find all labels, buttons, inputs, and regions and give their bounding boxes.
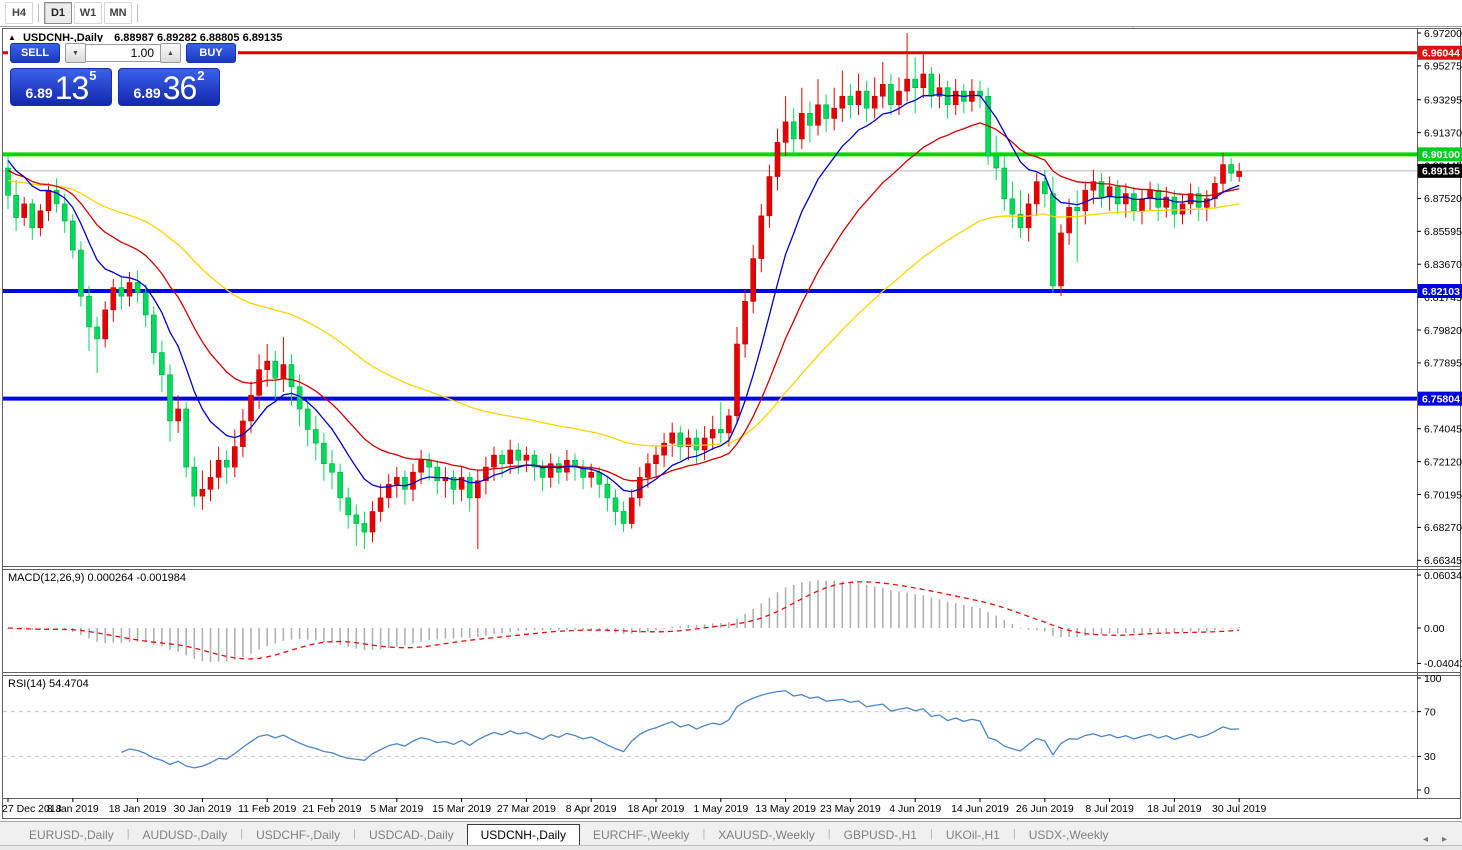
sell-button[interactable]: SELL <box>10 43 60 63</box>
svg-text:18 Apr 2019: 18 Apr 2019 <box>628 803 685 815</box>
sell-price-pip: 5 <box>89 68 97 83</box>
svg-text:6.70195: 6.70195 <box>1424 489 1462 501</box>
tab-separator: | <box>353 827 356 840</box>
svg-text:-0.040415: -0.040415 <box>1424 658 1462 670</box>
volume-input[interactable]: 1.00 <box>86 44 160 62</box>
chart-tab-usdcad-daily[interactable]: USDCAD-,Daily <box>368 828 454 842</box>
tab-scroll-left-icon[interactable]: ◂ <box>1422 834 1428 845</box>
symbol-period-label: USDCNH-,Daily <box>22 32 104 44</box>
svg-text:13 May 2019: 13 May 2019 <box>755 803 816 815</box>
buy-price-big: 36 <box>162 70 198 106</box>
sell-price-prefix: 6.89 <box>25 85 53 101</box>
svg-text:6.72120: 6.72120 <box>1424 456 1462 468</box>
svg-text:6.95275: 6.95275 <box>1424 61 1462 73</box>
svg-text:0.00: 0.00 <box>1424 623 1445 635</box>
buy-price-pip: 2 <box>197 68 205 83</box>
timeframe-button-d1[interactable]: D1 <box>44 2 72 24</box>
chart-tab-audusd-daily[interactable]: AUDUSD-,Daily <box>142 828 228 842</box>
svg-text:14 Jun 2019: 14 Jun 2019 <box>951 803 1009 815</box>
tab-separator: | <box>702 827 706 840</box>
svg-text:8 Jan 2019: 8 Jan 2019 <box>47 803 99 815</box>
svg-text:6.96044: 6.96044 <box>1422 48 1460 60</box>
collapse-arrow-icon[interactable]: ▲ <box>8 33 16 42</box>
chart-tab-eurchf-weekly[interactable]: EURCHF-,Weekly <box>592 828 690 842</box>
macd-label: MACD(12,26,9) 0.000264 -0.001984 <box>8 572 186 584</box>
tab-separator: | <box>240 827 244 840</box>
svg-text:6.68270: 6.68270 <box>1424 522 1462 534</box>
svg-text:26 Jun 2019: 26 Jun 2019 <box>1016 803 1074 815</box>
svg-text:6.89135: 6.89135 <box>1422 166 1460 178</box>
svg-text:6.82103: 6.82103 <box>1422 286 1460 298</box>
chart-tab-usdchf-daily[interactable]: USDCHF-,Daily <box>256 828 341 842</box>
svg-text:6.91370: 6.91370 <box>1424 127 1462 139</box>
chart-tab-ukoil-h1[interactable]: UKOil-,H1 <box>945 828 1000 842</box>
svg-text:6.97200: 6.97200 <box>1424 28 1462 40</box>
svg-text:6.66345: 6.66345 <box>1424 555 1462 567</box>
svg-text:27 Mar 2019: 27 Mar 2019 <box>497 803 556 815</box>
svg-text:30 Jul 2019: 30 Jul 2019 <box>1212 803 1266 815</box>
svg-text:1 May 2019: 1 May 2019 <box>693 803 748 815</box>
tab-separator: | <box>827 827 831 840</box>
chart-tab-usdx-weekly[interactable]: USDX-,Weekly <box>1028 828 1109 842</box>
svg-text:4 Jun 2019: 4 Jun 2019 <box>889 803 941 815</box>
svg-text:6.83670: 6.83670 <box>1424 259 1462 271</box>
svg-text:18 Jan 2019: 18 Jan 2019 <box>109 803 167 815</box>
svg-text:100: 100 <box>1424 673 1442 685</box>
chart-tab-eurusd-daily[interactable]: EURUSD-,Daily <box>29 828 114 842</box>
sell-price-button[interactable]: 6.89 13 5 <box>10 68 112 106</box>
svg-text:6.87520: 6.87520 <box>1424 193 1462 205</box>
chart-tab-usdcnh-daily[interactable]: USDCNH-,Daily <box>466 824 580 846</box>
rsi-label: RSI(14) 54.4704 <box>8 678 89 690</box>
volume-increase-button[interactable]: ▲ <box>160 43 181 63</box>
buy-price-prefix: 6.89 <box>133 85 161 101</box>
svg-text:0.060342: 0.060342 <box>1424 570 1462 582</box>
svg-text:70: 70 <box>1424 706 1436 718</box>
svg-text:6.77895: 6.77895 <box>1424 358 1462 370</box>
svg-text:6.79820: 6.79820 <box>1424 325 1462 337</box>
chart-title: ▲ USDCNH-,Daily 6.88987 6.89282 6.88805 … <box>8 32 282 44</box>
svg-text:8 Jul 2019: 8 Jul 2019 <box>1085 803 1134 815</box>
svg-text:27 Dec 2018: 27 Dec 2018 <box>2 803 62 815</box>
tab-separator: | <box>929 827 933 840</box>
svg-text:8 Apr 2019: 8 Apr 2019 <box>566 803 617 815</box>
chart-tab-xauusd-weekly[interactable]: XAUUSD-,Weekly <box>718 828 815 842</box>
chart-tab-bar: EURUSD-,Daily | AUDUSD-,Daily | USDCHF-,Dail… <box>0 821 1462 846</box>
timeframe-button-w1[interactable]: W1 <box>74 2 102 24</box>
ohlc-values: 6.88987 6.89282 6.88805 6.89135 <box>114 32 283 44</box>
tab-scroll-right-icon[interactable]: ▸ <box>1441 834 1447 845</box>
svg-text:6.75804: 6.75804 <box>1422 393 1460 405</box>
timeframe-button-mn[interactable]: MN <box>104 2 132 24</box>
svg-text:18 Jul 2019: 18 Jul 2019 <box>1147 803 1201 815</box>
svg-text:6.93295: 6.93295 <box>1424 95 1462 107</box>
svg-text:21 Feb 2019: 21 Feb 2019 <box>303 803 362 815</box>
svg-text:6.74045: 6.74045 <box>1424 424 1462 436</box>
toolbar-separator <box>38 4 39 22</box>
one-click-trading-panel: SELL ▼ 1.00 ▲ BUY 6.89 13 5 6.89 36 2 <box>8 42 238 108</box>
timeframe-button-h4[interactable]: H4 <box>5 2 33 24</box>
svg-text:15 Mar 2019: 15 Mar 2019 <box>432 803 491 815</box>
svg-text:30 Jan 2019: 30 Jan 2019 <box>173 803 231 815</box>
chart-tab-gbpusd-h1[interactable]: GBPUSD-,H1 <box>843 828 917 842</box>
buy-button[interactable]: BUY <box>186 43 236 63</box>
svg-text:23 May 2019: 23 May 2019 <box>820 803 881 815</box>
status-strip <box>0 845 1462 850</box>
svg-text:11 Feb 2019: 11 Feb 2019 <box>238 803 296 815</box>
svg-text:5 Mar 2019: 5 Mar 2019 <box>370 803 423 815</box>
volume-decrease-button[interactable]: ▼ <box>65 43 86 63</box>
svg-text:30: 30 <box>1424 751 1436 763</box>
timeframe-toolbar: H4 D1 W1 MN <box>0 0 1462 27</box>
toolbar-separator <box>137 4 138 22</box>
svg-text:6.85595: 6.85595 <box>1424 226 1462 238</box>
tab-separator: | <box>126 827 130 840</box>
svg-text:6.90100: 6.90100 <box>1422 149 1460 161</box>
svg-text:0: 0 <box>1424 785 1430 797</box>
tab-separator: | <box>1012 827 1016 840</box>
sell-price-big: 13 <box>54 70 90 106</box>
buy-price-button[interactable]: 6.89 36 2 <box>118 68 220 106</box>
